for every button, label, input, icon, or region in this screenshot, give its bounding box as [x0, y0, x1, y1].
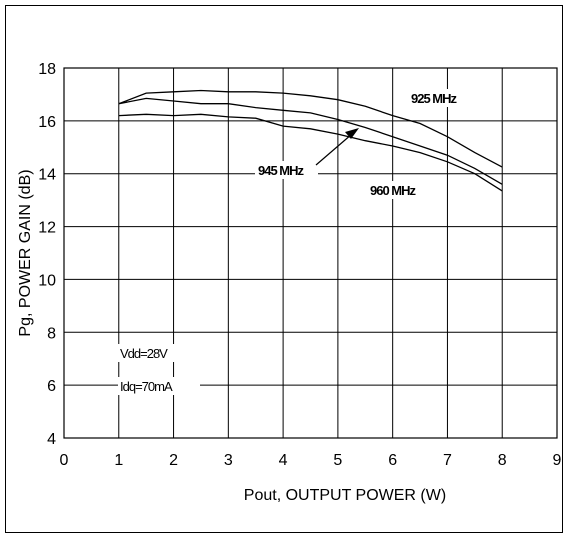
arrow-945-shaft	[316, 134, 352, 165]
y-axis-label: Pg, POWER GAIN (dB)	[17, 169, 34, 336]
y-tick-label: 4	[47, 431, 56, 448]
label-925mhz: 925 MHz	[411, 91, 458, 106]
y-tick-label: 16	[38, 114, 56, 131]
x-tick-label: 5	[333, 452, 342, 469]
y-tick-label: 12	[38, 220, 56, 237]
x-tick-label: 9	[553, 452, 562, 469]
x-tick-label: 3	[224, 452, 233, 469]
y-tick-label: 8	[47, 325, 56, 342]
x-axis-label: Pout, OUTPUT POWER (W)	[244, 487, 446, 504]
x-tick-label: 0	[60, 452, 69, 469]
y-tick-label: 14	[38, 167, 56, 184]
y-tick-label: 18	[38, 61, 56, 78]
x-tick-label: 4	[279, 452, 288, 469]
label-960mhz: 960 MHz	[370, 183, 417, 198]
y-tick-label: 10	[38, 272, 56, 289]
x-tick-label: 1	[114, 452, 123, 469]
series-line-960mhz	[119, 114, 502, 191]
x-tick-label: 6	[388, 452, 397, 469]
idq-label: Idq=70mA	[120, 379, 173, 394]
x-tick-label: 2	[169, 452, 178, 469]
x-tick-label: 7	[443, 452, 452, 469]
y-tick-label: 6	[47, 378, 56, 395]
x-tick-label: 8	[498, 452, 507, 469]
arrow-945-head	[345, 128, 359, 139]
vdd-label: Vdd=28V	[120, 346, 168, 361]
label-945mhz: 945 MHz	[258, 163, 305, 178]
